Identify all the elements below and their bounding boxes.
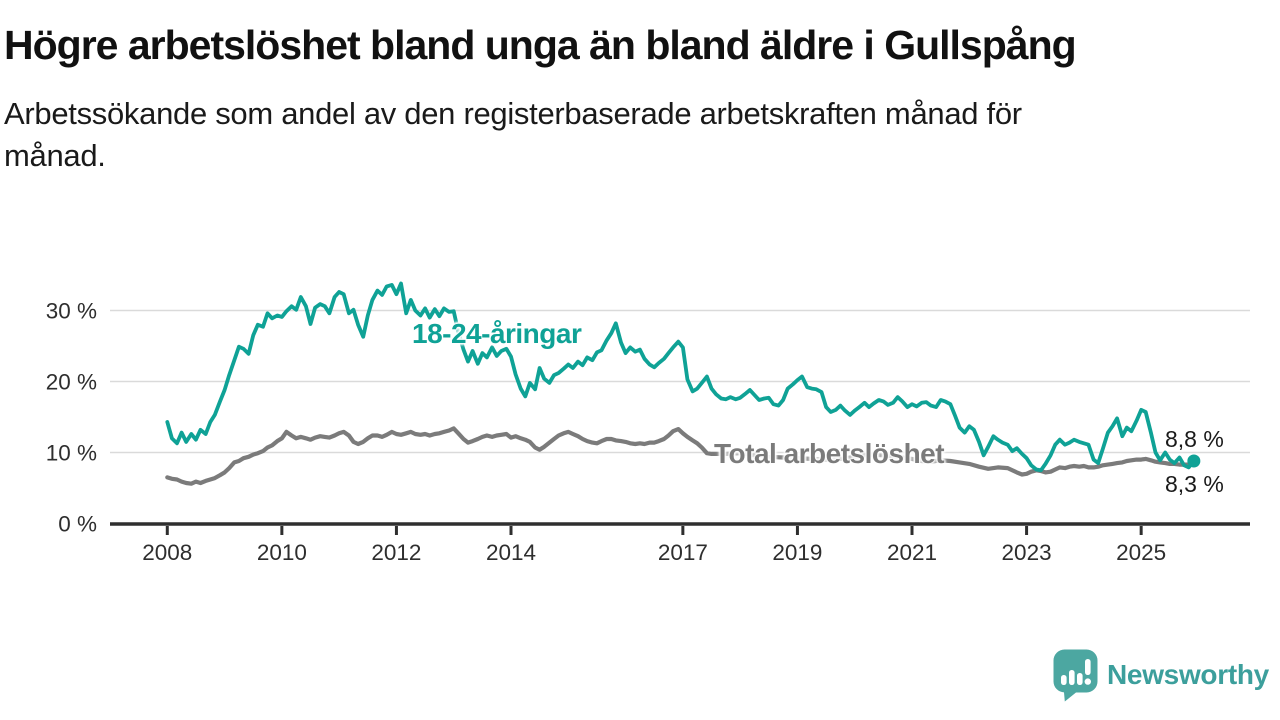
young-end-value-label: 8,8 % bbox=[1165, 426, 1224, 452]
page-title: Högre arbetslöshet bland unga än bland ä… bbox=[4, 22, 1077, 68]
x-axis-label: 2014 bbox=[486, 540, 536, 565]
x-axis-label: 2012 bbox=[371, 540, 421, 565]
newsworthy-wordmark: Newsworthy bbox=[1107, 659, 1269, 690]
newsworthy-logo: Newsworthy bbox=[1052, 648, 1269, 702]
series-line-young bbox=[165, 281, 1196, 473]
x-axis-label: 2025 bbox=[1116, 540, 1166, 565]
bubble-shape bbox=[1053, 649, 1098, 702]
y-axis-label: 0 % bbox=[58, 512, 97, 537]
speech-bubble-chart-icon bbox=[1053, 649, 1098, 702]
bar-3 bbox=[1077, 673, 1083, 685]
x-axis-label: 2017 bbox=[658, 540, 708, 565]
bar-2 bbox=[1069, 670, 1075, 685]
y-axis-label: 20 % bbox=[46, 370, 97, 395]
bar-1 bbox=[1061, 675, 1067, 685]
chart-subtitle: Arbetssökande som andel av den registerb… bbox=[4, 93, 1276, 177]
x-axis-label: 2023 bbox=[1002, 540, 1052, 565]
series-end-dot bbox=[1187, 454, 1201, 468]
total-end-value-label: 8,3 % bbox=[1165, 471, 1224, 497]
young-series-label: 18-24-åringar bbox=[412, 318, 582, 349]
chart-header: Högre arbetslöshet bland unga än bland ä… bbox=[4, 22, 1276, 177]
subtitle-line-1: Arbetssökande som andel av den registerb… bbox=[4, 96, 1022, 132]
subtitle-line-2: månad. bbox=[4, 138, 106, 174]
y-axis-label: 30 % bbox=[46, 299, 97, 324]
total-series-label: Total arbetslöshet bbox=[714, 438, 945, 469]
x-axis-label: 2008 bbox=[142, 540, 192, 565]
x-axis-label: 2010 bbox=[257, 540, 307, 565]
exclamation-dot bbox=[1084, 678, 1091, 685]
series-line-total bbox=[165, 426, 1197, 486]
y-axis-label: 10 % bbox=[46, 441, 97, 466]
exclamation-bar bbox=[1085, 659, 1091, 675]
x-axis-label: 2019 bbox=[772, 540, 822, 565]
x-axis-label: 2021 bbox=[887, 540, 937, 565]
